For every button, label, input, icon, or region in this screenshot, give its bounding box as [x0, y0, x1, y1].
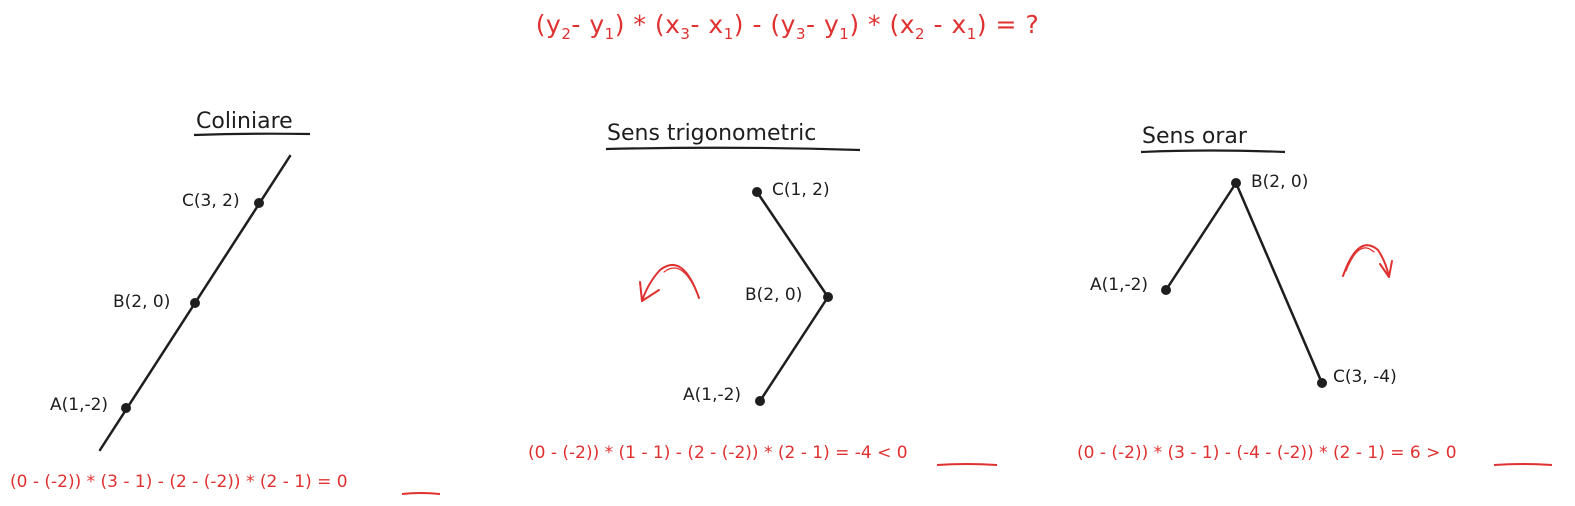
label-point-c: C(3, 2)	[182, 191, 240, 211]
formula-sub: 3	[680, 25, 691, 43]
formula-sub: 1	[604, 25, 615, 43]
formula-part: - y	[806, 10, 840, 39]
calculation-sens-orar: (0 - (-2)) * (3 - 1) - (-4 - (-2)) * (2 …	[1077, 443, 1457, 463]
panel-coliniare: Coliniare C(3, 2) B(2, 0) A(1,-2) (0 - (…	[10, 109, 441, 495]
title-underline	[605, 146, 861, 152]
formula-sub: 3	[795, 25, 807, 43]
formula-sub: 1	[839, 25, 850, 43]
label-point-c: C(1, 2)	[772, 180, 830, 200]
calc-text: (0 - (-2)) * (3 - 1) - (-4 - (-2)) * (2 …	[1077, 443, 1410, 463]
panel-title-coliniare: Coliniare	[196, 109, 293, 134]
panel-title-sens-orar: Sens orar	[1142, 124, 1248, 149]
label-point-a: A(1,-2)	[1090, 275, 1148, 295]
point-b	[190, 298, 200, 308]
formula-part: ) = ?	[976, 10, 1040, 39]
path-a-b-c	[1164, 181, 1324, 384]
point-a	[121, 403, 131, 413]
label-point-b: B(2, 0)	[745, 285, 802, 305]
formula-part: ) - (y	[733, 10, 796, 39]
label-point-b: B(2, 0)	[113, 292, 170, 312]
point-c	[752, 187, 762, 197]
formula-part: - y	[571, 10, 605, 39]
sketch-stroke	[1237, 186, 1320, 379]
calculation-coliniare: (0 - (-2)) * (3 - 1) - (2 - (-2)) * (2 -…	[10, 472, 348, 492]
formula-sub: 2	[561, 25, 572, 43]
calc-text: (0 - (-2)) * (1 - 1) - (2 - (-2)) * (2 -…	[528, 443, 855, 463]
point-c	[254, 198, 264, 208]
panel-sens-orar: Sens orar B(2, 0) A(1,-2) C(3, -4) (0 - …	[1077, 124, 1553, 466]
result-underline	[401, 492, 441, 495]
calc-result: = 0	[317, 472, 347, 492]
point-c	[1317, 378, 1327, 388]
formula-part: (y	[535, 10, 562, 39]
clockwise-arrow-icon	[1342, 244, 1393, 278]
formula-sub: 1	[723, 25, 734, 43]
panel-sens-trigonometric: Sens trigonometric C(1, 2) B(2, 0) A(1,-…	[528, 121, 998, 466]
point-a	[1161, 285, 1171, 295]
panel-title-sens-trigonometric: Sens trigonometric	[607, 121, 816, 146]
label-point-b: B(2, 0)	[1251, 172, 1308, 192]
point-b	[1231, 178, 1241, 188]
formula-sub: 1	[966, 25, 977, 43]
counterclockwise-arrow-icon	[639, 264, 700, 302]
label-point-a: A(1,-2)	[50, 395, 108, 415]
orientation-formula: (y2- y1) * (x3- x1) - (y3- y1) * (x2 - x…	[0, 10, 1575, 43]
result-underline	[1493, 463, 1553, 466]
calculation-sens-trigonometric: (0 - (-2)) * (1 - 1) - (2 - (-2)) * (2 -…	[528, 443, 908, 463]
formula-part: ) * (x	[849, 10, 916, 39]
formula-part: - x	[925, 10, 967, 39]
result-underline	[936, 463, 998, 466]
calc-text: (0 - (-2)) * (3 - 1) - (2 - (-2)) * (2 -…	[10, 472, 317, 492]
calc-result: 6 > 0	[1410, 443, 1457, 463]
title-underline	[193, 132, 311, 137]
point-b	[823, 292, 833, 302]
calc-result: -4 < 0	[855, 443, 908, 463]
title-underline	[1140, 149, 1286, 154]
label-point-c: C(3, -4)	[1333, 367, 1397, 387]
label-point-a: A(1,-2)	[683, 385, 741, 405]
formula-sub: 2	[915, 25, 926, 43]
point-a	[755, 396, 765, 406]
formula-part: ) * (x	[614, 10, 681, 39]
formula-part: - x	[690, 10, 724, 39]
